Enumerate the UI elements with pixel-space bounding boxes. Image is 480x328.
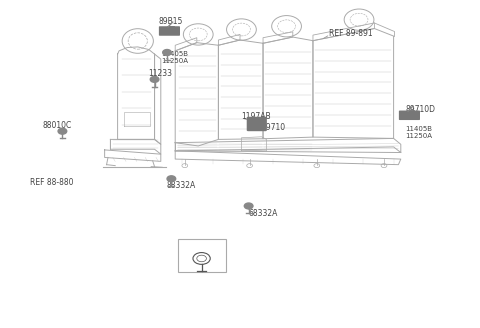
FancyBboxPatch shape (178, 239, 226, 272)
Text: 11233: 11233 (148, 69, 172, 78)
Text: 55T46: 55T46 (190, 239, 214, 248)
FancyBboxPatch shape (247, 117, 267, 131)
Circle shape (163, 50, 171, 55)
FancyBboxPatch shape (399, 111, 420, 120)
Circle shape (244, 203, 253, 209)
Circle shape (150, 76, 159, 82)
FancyBboxPatch shape (159, 26, 180, 36)
Text: 1197AB: 1197AB (241, 112, 271, 121)
Text: 55T46: 55T46 (189, 246, 213, 256)
Circle shape (58, 128, 67, 134)
Text: 88010C: 88010C (42, 121, 72, 130)
Circle shape (167, 176, 176, 182)
Text: 89B15: 89B15 (158, 17, 182, 26)
Text: 68332A: 68332A (249, 209, 278, 218)
Text: 89710: 89710 (262, 123, 286, 132)
Text: 88332A: 88332A (166, 181, 195, 190)
Text: 89710D: 89710D (406, 105, 435, 114)
Text: 11405B
11250A: 11405B 11250A (406, 126, 432, 139)
Text: REF 88-880: REF 88-880 (30, 177, 73, 187)
Text: 11405B
11250A: 11405B 11250A (161, 51, 188, 64)
Text: REF 89-891: REF 89-891 (329, 29, 372, 38)
